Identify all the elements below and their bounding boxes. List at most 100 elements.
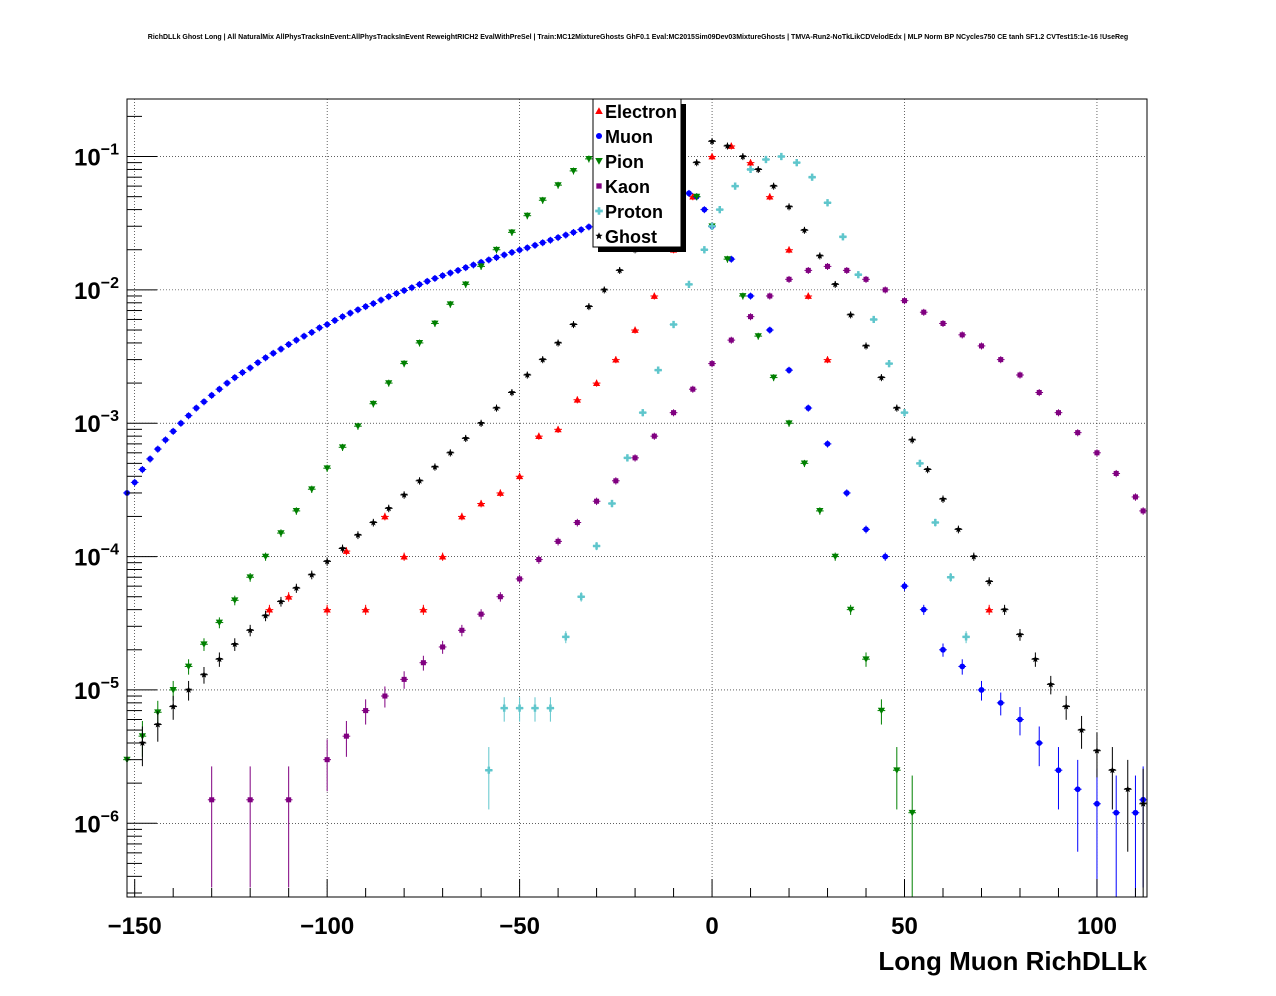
data-point (239, 369, 246, 376)
legend-label: Kaon (605, 177, 650, 197)
data-point (431, 320, 439, 328)
data-point (293, 337, 300, 343)
data-point (393, 290, 400, 297)
data-point (200, 671, 208, 678)
data-point (863, 276, 869, 282)
data-point (447, 270, 454, 276)
data-point (381, 512, 389, 520)
data-point (700, 246, 708, 254)
data-point (554, 425, 562, 433)
data-point (862, 342, 870, 349)
data-point (800, 460, 809, 467)
data-point (193, 405, 200, 411)
data-point (825, 263, 831, 269)
data-point (254, 359, 261, 366)
data-point (931, 518, 939, 527)
data-point (723, 256, 732, 263)
chart-title: RichDLLk Ghost Long | All NaturalMix All… (147, 34, 1129, 41)
legend-marker (595, 232, 603, 240)
data-point (385, 504, 393, 512)
data-point (570, 229, 577, 236)
data-point (431, 463, 439, 470)
data-point (308, 329, 315, 336)
series-muon (123, 189, 1147, 897)
legend-entry-electron: Electron (595, 102, 677, 122)
data-point (877, 373, 885, 381)
data-point (278, 346, 284, 352)
data-point (997, 699, 1004, 706)
data-point (1132, 809, 1139, 816)
data-point (154, 720, 162, 728)
data-point (1031, 655, 1039, 663)
data-point (786, 367, 792, 374)
data-point (277, 530, 285, 537)
legend-marker (595, 132, 603, 140)
data-point (400, 552, 408, 560)
data-point (762, 155, 770, 164)
data-point (709, 361, 715, 367)
data-point (901, 298, 908, 304)
series-kaon (207, 263, 1147, 888)
data-point (339, 544, 346, 552)
data-point (1017, 716, 1023, 723)
data-point (921, 309, 927, 315)
data-point (893, 767, 901, 774)
data-point (739, 152, 747, 160)
data-point (493, 404, 500, 411)
data-point (562, 633, 570, 641)
data-point (854, 271, 862, 279)
series-electron (265, 142, 994, 615)
legend-entry-pion: Pion (595, 152, 644, 172)
data-point (546, 704, 554, 712)
data-point (462, 264, 469, 271)
legend-entry-kaon: Kaon (596, 177, 650, 197)
data-point (554, 339, 562, 346)
data-point (385, 293, 392, 300)
data-point (573, 396, 581, 403)
data-point (265, 606, 274, 613)
data-point (844, 267, 850, 273)
legend-label: Proton (605, 202, 663, 222)
data-point (354, 423, 362, 430)
data-point (908, 809, 916, 817)
data-point (920, 606, 927, 613)
data-point (415, 340, 424, 347)
data-point (805, 405, 812, 411)
data-point (1093, 747, 1101, 754)
data-point (138, 739, 146, 746)
data-point (716, 205, 724, 214)
data-point (940, 646, 946, 653)
data-point (154, 446, 161, 452)
data-point (839, 233, 847, 241)
data-point (261, 553, 270, 561)
data-point (536, 557, 542, 563)
data-point (940, 320, 946, 326)
data-point (231, 597, 239, 604)
data-point (823, 356, 832, 363)
data-point (508, 229, 516, 236)
data-point (231, 640, 239, 648)
data-point (863, 526, 869, 533)
data-point (458, 512, 466, 520)
data-point (531, 704, 539, 712)
legend-label: Ghost (605, 227, 657, 247)
data-point (1055, 410, 1061, 416)
data-point (516, 247, 523, 253)
data-point (477, 499, 485, 507)
data-point (178, 420, 184, 427)
data-point (462, 434, 470, 442)
data-point (978, 687, 985, 693)
data-point (331, 317, 338, 324)
data-point (554, 182, 562, 189)
data-point (324, 321, 331, 328)
data-point (616, 266, 624, 274)
data-point (247, 797, 253, 803)
data-point (862, 656, 870, 663)
data-point (577, 593, 585, 601)
data-point (908, 436, 916, 443)
data-point (147, 456, 153, 462)
data-point (1017, 372, 1023, 378)
data-point (924, 465, 932, 473)
data-point (585, 302, 593, 310)
